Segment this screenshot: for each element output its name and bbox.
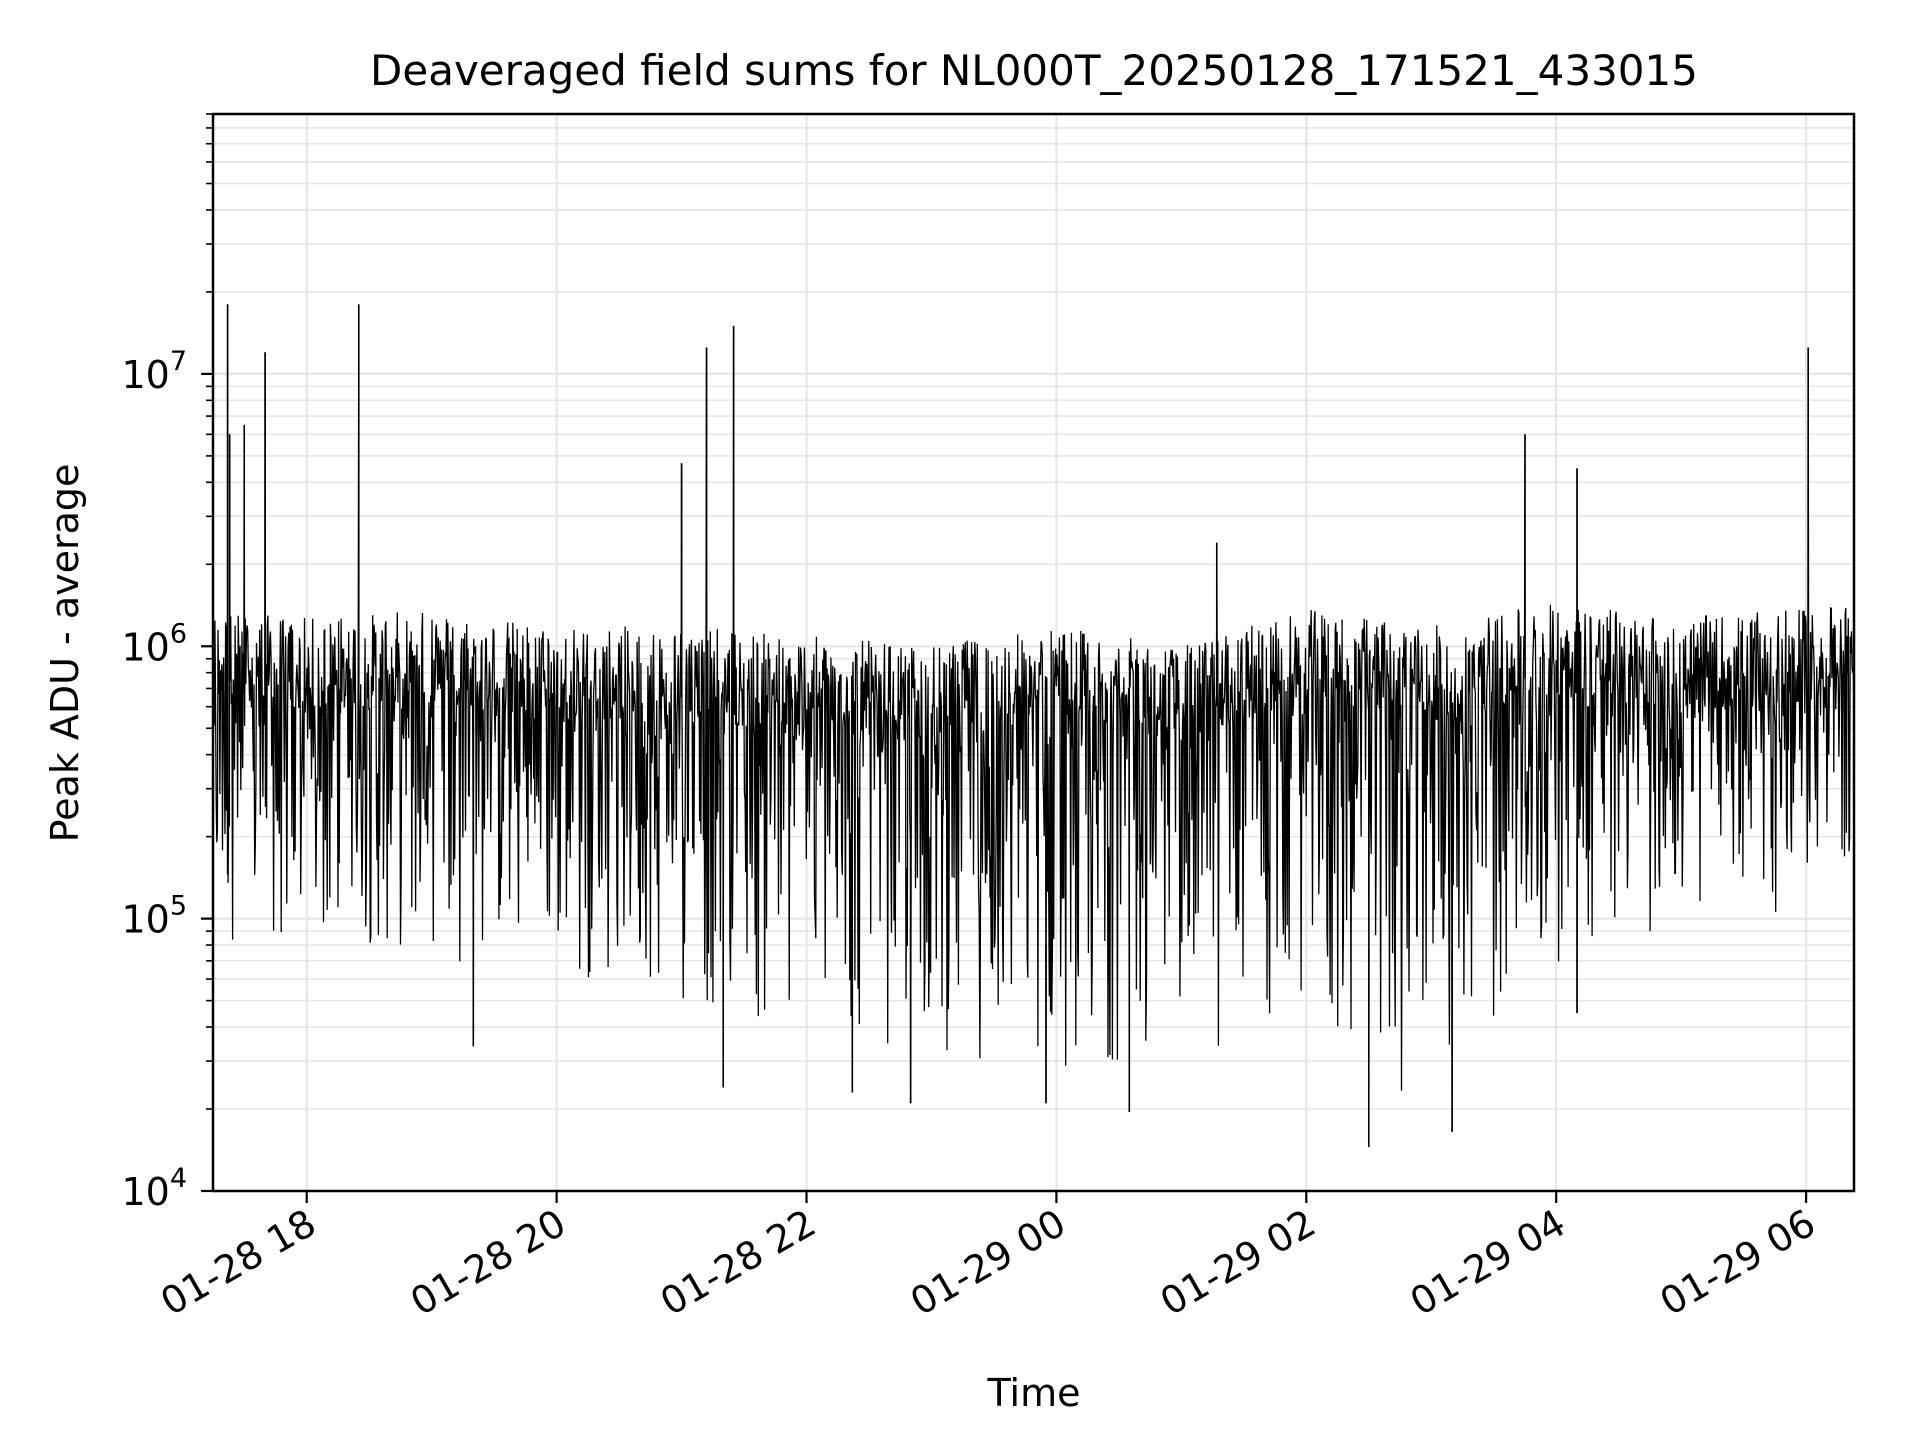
y-tick-label: 107	[121, 346, 187, 397]
y-axis: 104 105 106 107	[121, 113, 213, 1214]
y-axis-label: Peak ADU - average	[43, 464, 87, 843]
y-tick-label: 105	[121, 891, 187, 942]
plot-frame	[211, 112, 1856, 1193]
x-axis-label: Time	[987, 1371, 1081, 1415]
y-tick-label: 104	[121, 1163, 187, 1214]
series-trace	[212, 304, 1855, 1148]
series-line	[212, 304, 1855, 1148]
y-tick-label: 106	[121, 618, 187, 669]
chart-title: Deaveraged field sums for NL000T_2025012…	[370, 46, 1698, 95]
